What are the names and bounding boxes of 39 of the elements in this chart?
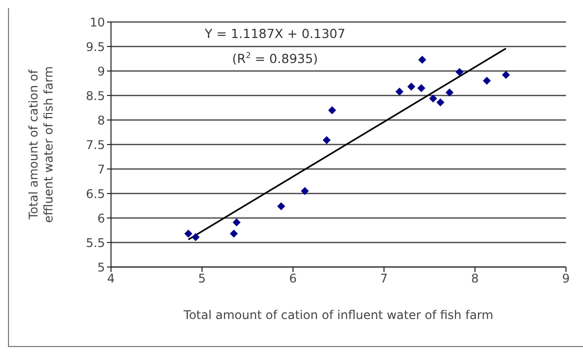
point [395, 88, 404, 96]
x-axis-title: Total amount of cation of influent water of fish farm [182, 308, 494, 322]
point [407, 82, 416, 91]
x-tick-label: 8 [471, 272, 479, 286]
y-tick-label: 5.5 [86, 236, 105, 250]
point [417, 84, 426, 92]
point [502, 70, 510, 79]
point [300, 187, 309, 196]
x-tick-label: 4 [107, 272, 115, 286]
point [232, 218, 241, 226]
point [418, 56, 426, 64]
point [446, 88, 454, 97]
y-tick-label: 6 [97, 211, 105, 226]
point [456, 68, 464, 76]
point [184, 230, 192, 238]
y-tick-label: 8 [97, 113, 105, 128]
annotation: (R$^{2}$ = 0.8935) [232, 50, 318, 66]
x-tick-label: 7 [380, 272, 388, 286]
y-tick-label: 10 [90, 15, 105, 30]
y-axis-title: Total amount of cation of effluent water of fish farm [26, 66, 56, 223]
point [322, 136, 331, 144]
point [482, 76, 491, 85]
point [328, 106, 336, 114]
x-tick-label: 5 [198, 272, 206, 286]
point [230, 230, 238, 238]
y-tick-label: 8.5 [86, 88, 105, 103]
x-tick-label: 6 [289, 272, 297, 286]
point [192, 233, 200, 242]
point [429, 94, 438, 102]
y-tick-label: 5 [97, 260, 105, 274]
y-tick-label: 9 [97, 64, 105, 78]
x-tick-label: 9 [562, 272, 570, 286]
y-tick-label: 6.5 [86, 186, 105, 201]
point [436, 98, 444, 106]
point [277, 202, 286, 210]
y-tick-label: 7.5 [86, 138, 105, 152]
y-tick-label: 9.5 [86, 40, 105, 54]
annotation: Y = 1.1187X + 0.1307 [204, 26, 346, 41]
y-tick-label: 7 [97, 162, 105, 176]
